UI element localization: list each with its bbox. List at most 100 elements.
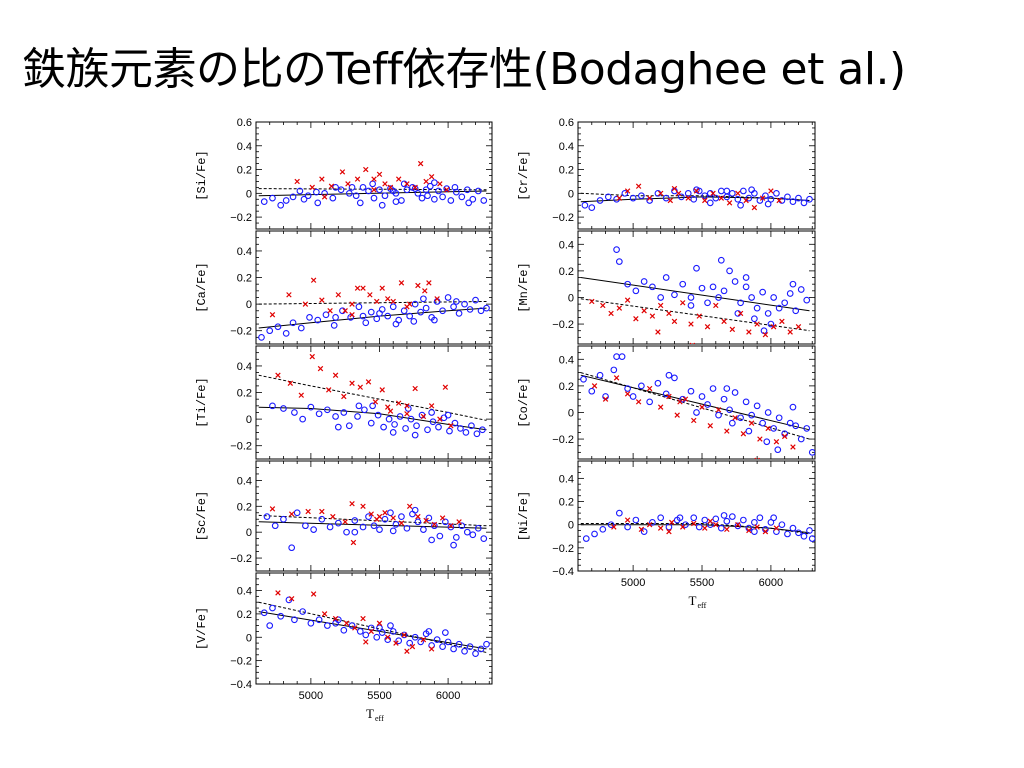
blue-circle-point <box>277 201 285 209</box>
blue-circle-point <box>351 517 359 524</box>
blue-circle-point <box>786 419 794 427</box>
blue-circle-point <box>439 193 446 201</box>
blue-circle-point <box>289 193 297 201</box>
blue-circle-point <box>329 194 337 202</box>
red-cross-point <box>412 385 418 392</box>
blue-circle-point <box>280 405 287 412</box>
blue-circle-point <box>307 403 315 411</box>
blue-circle-point <box>282 197 290 204</box>
blue-circle-point <box>300 195 308 203</box>
red-cross-point <box>635 399 642 405</box>
blue-circle-point <box>425 628 433 635</box>
data-area <box>580 509 815 542</box>
blue-circle-point <box>334 519 342 527</box>
blue-circle-point <box>359 523 367 531</box>
red-cross-point <box>321 194 328 200</box>
red-cross-point <box>379 387 385 393</box>
blue-circle-point <box>795 194 802 202</box>
blue-circle-point <box>684 189 692 197</box>
x-axis-label: T <box>689 593 697 608</box>
blue-circle-point <box>411 300 419 308</box>
blue-circle-point <box>389 429 397 436</box>
blue-circle-point <box>332 413 339 420</box>
red-cross-point <box>657 190 664 197</box>
blue-circle-point <box>376 310 383 317</box>
blue-circle-point <box>426 182 434 190</box>
red-cross-point <box>352 625 358 631</box>
red-cross-point <box>726 200 733 206</box>
red-cross-point <box>275 372 281 378</box>
x-axis-label-subscript: eff <box>698 601 707 610</box>
red-cross-point <box>724 428 730 434</box>
blue-circle-point <box>411 185 419 192</box>
red-cross-point <box>762 331 769 338</box>
red-cross-point <box>668 519 675 526</box>
red-cross-point <box>633 316 639 322</box>
blue-circle-point <box>734 195 742 203</box>
blue-circle-point <box>414 518 422 526</box>
y-axis-label: [Cr/Fe] <box>517 150 531 200</box>
panel-ca: −0.2 0 0.2 0.4 [Ca/Fe] <box>195 230 493 345</box>
red-cross-point <box>646 385 653 392</box>
red-cross-point <box>395 176 402 182</box>
red-cross-point <box>275 590 281 596</box>
red-cross-point <box>376 620 383 626</box>
blue-circle-point <box>381 515 389 523</box>
red-cross-point <box>342 308 348 314</box>
red-cross-point <box>589 298 595 305</box>
blue-circle-point <box>621 189 629 197</box>
blue-circle-point <box>365 187 372 195</box>
red-cross-point <box>682 396 689 402</box>
panel-ti: −0.2 0 0.2 0.4 [Ti/Fe] <box>195 345 493 460</box>
blue-circle-point <box>362 319 370 327</box>
blue-circle-point <box>332 314 339 321</box>
y-tick-label: −0.2 <box>230 212 252 224</box>
blue-circle-point <box>387 622 394 629</box>
blue-circle-point <box>806 527 813 534</box>
blue-circle-point <box>789 198 797 206</box>
blue-circle-point <box>387 509 394 517</box>
red-cross-point <box>718 195 725 201</box>
blue-circle-point <box>483 304 490 312</box>
fit-line-solid <box>580 374 810 431</box>
blue-circle-point <box>277 612 285 620</box>
blue-circle-point <box>431 522 438 530</box>
blue-circle-point <box>701 192 709 200</box>
panel-frame <box>255 230 493 345</box>
y-axis-label: [Si/Fe] <box>195 150 209 200</box>
red-cross-point <box>611 524 617 530</box>
blue-circle-point <box>588 204 596 211</box>
blue-circle-point <box>789 280 797 288</box>
blue-circle-point <box>352 192 360 200</box>
blue-circle-point <box>376 186 383 194</box>
blue-circle-point <box>359 184 367 191</box>
red-cross-point <box>759 195 766 201</box>
blue-circle-point <box>646 398 654 406</box>
y-tick-label: 0 <box>246 299 252 311</box>
blue-circle-point <box>260 198 268 206</box>
blue-circle-point <box>775 414 783 422</box>
y-tick-label: 0 <box>246 632 252 644</box>
blue-circle-point <box>370 522 378 530</box>
blue-circle-point <box>800 532 808 540</box>
red-cross-point <box>319 297 325 303</box>
blue-circle-point <box>293 509 301 517</box>
red-cross-point <box>310 277 317 283</box>
blue-circle-point <box>457 425 464 432</box>
red-cross-point <box>657 302 664 309</box>
blue-circle-point <box>759 288 766 296</box>
blue-circle-point <box>468 422 475 430</box>
blue-circle-point <box>751 315 758 323</box>
red-cross-point <box>341 393 347 400</box>
blue-circle-point <box>410 318 418 325</box>
y-tick-label: 0 <box>568 520 574 532</box>
red-cross-point <box>401 632 407 638</box>
y-tick-label: 0.4 <box>237 475 252 487</box>
blue-circle-point <box>753 402 761 410</box>
data-area <box>258 353 487 439</box>
x-tick-label: 5500 <box>690 577 714 589</box>
blue-circle-point <box>775 304 783 312</box>
blue-circle-point <box>374 411 382 419</box>
blue-circle-point <box>613 246 620 253</box>
blue-circle-point <box>720 287 728 295</box>
